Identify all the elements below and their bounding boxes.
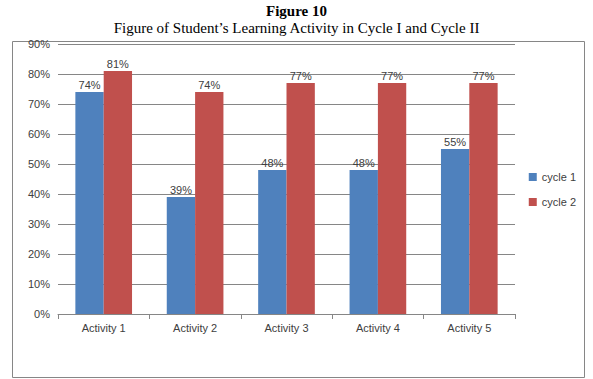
svg-text:50%: 50% <box>28 158 50 170</box>
svg-text:20%: 20% <box>28 248 50 260</box>
svg-text:30%: 30% <box>28 218 50 230</box>
svg-text:cycle 2: cycle 2 <box>542 196 576 208</box>
svg-text:55%: 55% <box>444 136 466 148</box>
svg-text:Figure 10: Figure 10 <box>266 3 327 19</box>
svg-text:10%: 10% <box>28 278 50 290</box>
svg-text:Activity 4: Activity 4 <box>356 322 400 334</box>
svg-text:48%: 48% <box>261 157 283 169</box>
svg-text:Activity 5: Activity 5 <box>447 322 491 334</box>
svg-text:48%: 48% <box>353 157 375 169</box>
svg-text:60%: 60% <box>28 128 50 140</box>
svg-text:39%: 39% <box>170 184 192 196</box>
svg-text:40%: 40% <box>28 188 50 200</box>
svg-text:Activity 1: Activity 1 <box>82 322 126 334</box>
svg-text:77%: 77% <box>472 70 494 82</box>
svg-text:cycle 1: cycle 1 <box>542 171 576 183</box>
svg-text:Figure of Student’s Learning A: Figure of Student’s Learning Activity in… <box>114 20 480 36</box>
svg-text:81%: 81% <box>107 58 129 70</box>
svg-text:74%: 74% <box>79 79 101 91</box>
svg-text:Activity 2: Activity 2 <box>173 322 217 334</box>
svg-text:Activity 3: Activity 3 <box>264 322 308 334</box>
svg-text:77%: 77% <box>290 70 312 82</box>
svg-text:80%: 80% <box>28 68 50 80</box>
svg-text:70%: 70% <box>28 98 50 110</box>
svg-text:77%: 77% <box>381 70 403 82</box>
svg-text:74%: 74% <box>198 79 220 91</box>
svg-text:90%: 90% <box>28 38 50 50</box>
svg-text:0%: 0% <box>34 308 50 320</box>
